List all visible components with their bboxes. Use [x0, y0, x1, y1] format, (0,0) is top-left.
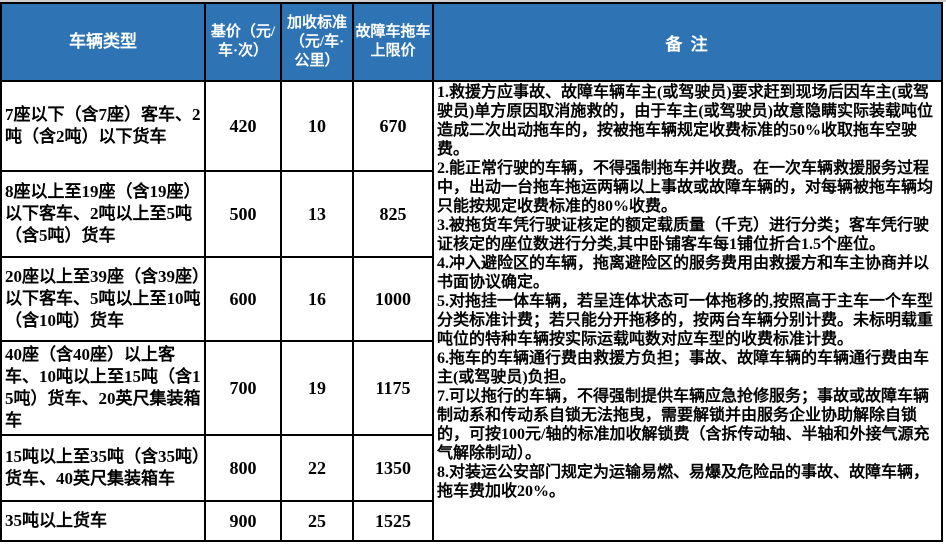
- table-row: 40座（含40座）以上客车、10吨以上至15吨（含15吨）货车、20英尺集装箱车…: [0, 340, 942, 436]
- surcharge-cell: 10: [280, 80, 354, 172]
- remark-item: 8.对装运公安部门规定为运输易燃、易爆及危险品的事故、故障车辆，拖车费加收20%…: [437, 464, 930, 500]
- vehicle-type-cell: 20座以上至39座（含39座）以下客车、5吨以上至10吨（含10吨）货车: [0, 256, 206, 342]
- table-row: 8座以上至19座（含19座）以下客车、2吨以上至5吨（含5吨）货车 500 13…: [0, 170, 942, 258]
- base-price-cell: 700: [204, 340, 282, 436]
- base-price-cell: 420: [204, 80, 282, 172]
- table-row: 20座以上至39座（含39座）以下客车、5吨以上至10吨（含10吨）货车 600…: [0, 256, 942, 342]
- header-breakdown-cap: 故障车拖车上限价: [352, 2, 434, 82]
- remarks-cell: 1.救援方应事故、故障车辆车主(或驾驶员)要求赶到现场后因车主(或驾驶员)单方原…: [432, 80, 943, 542]
- remark-item: 7.可以拖行的车辆，不得强制提供车辆应急抢修服务；事故或故障车辆制动系和传动系自…: [437, 388, 930, 462]
- cap-price-cell: 1175: [352, 340, 434, 436]
- surcharge-cell: 19: [280, 340, 354, 436]
- surcharge-cell: 22: [280, 434, 354, 502]
- vehicle-type-cell: 15吨以上至35吨（含35吨）货车、40英尺集装箱车: [0, 434, 206, 502]
- header-vehicle-type: 车辆类型: [0, 2, 206, 82]
- surcharge-cell: 25: [280, 500, 354, 542]
- cap-price-cell: 825: [352, 170, 434, 258]
- remark-item: 5.对拖挂一体车辆，若呈连体状态可一体拖移的,按照高于主车一个车型分类标准计费；…: [437, 293, 934, 348]
- surcharge-cell: 16: [280, 256, 354, 342]
- header-row: 车辆类型 基价（元/车·次） 加收标准（元/车·公里） 故障车拖车上限价 备 注: [0, 2, 943, 82]
- vehicle-type-cell: 8座以上至19座（含19座）以下客车、2吨以上至5吨（含5吨）货车: [0, 170, 206, 258]
- table-row: 35吨以上货车 900 25 1525: [0, 500, 942, 542]
- base-price-cell: 600: [204, 256, 282, 342]
- surcharge-cell: 13: [280, 170, 354, 258]
- vehicle-type-cell: 7座以下（含7座）客车、2吨（含2吨）以下货车: [0, 80, 206, 172]
- remark-item: 6.拖车的车辆通行费由救援方负担；事故、故障车辆的车辆通行费由车主(或驾驶员)负…: [437, 350, 930, 386]
- cap-price-cell: 1350: [352, 434, 434, 502]
- vehicle-type-cell: 40座（含40座）以上客车、10吨以上至15吨（含15吨）货车、20英尺集装箱车: [0, 340, 206, 436]
- remark-item: 1.救援方应事故、故障车辆车主(或驾驶员)要求赶到现场后因车主(或驾驶员)单方原…: [437, 84, 933, 158]
- remark-item: 3.被拖货车凭行驶证核定的额定载质量（千克）进行分类；客车凭行驶证核定的座位数进…: [437, 217, 930, 253]
- cap-price-cell: 1525: [352, 500, 434, 542]
- header-remarks: 备 注: [432, 2, 943, 82]
- cap-price-cell: 1000: [352, 256, 434, 342]
- base-price-cell: 800: [204, 434, 282, 502]
- remark-item: 2.能正常行驶的车辆，不得强制拖车并收费。在一次车辆救援服务过程中，出动一台拖车…: [437, 160, 934, 215]
- table-row: 7座以下（含7座）客车、2吨（含2吨）以下货车 420 10 670 1.救援方…: [0, 80, 943, 542]
- towing-fee-table: 车辆类型 基价（元/车·次） 加收标准（元/车·公里） 故障车拖车上限价 备 注…: [0, 2, 943, 542]
- table-row: 15吨以上至35吨（含35吨）货车、40英尺集装箱车 800 22 1350: [0, 434, 942, 502]
- header-base-price: 基价（元/车·次）: [204, 2, 282, 82]
- vehicle-type-cell: 35吨以上货车: [0, 500, 206, 542]
- base-price-cell: 500: [204, 170, 282, 258]
- remark-item: 4.冲入避险区的车辆，拖离避险区的服务费用由救援方和车主协商并以书面协议确定。: [437, 255, 930, 291]
- header-surcharge: 加收标准（元/车·公里）: [280, 2, 354, 82]
- base-price-cell: 900: [204, 500, 282, 542]
- cap-price-cell: 670: [352, 80, 434, 172]
